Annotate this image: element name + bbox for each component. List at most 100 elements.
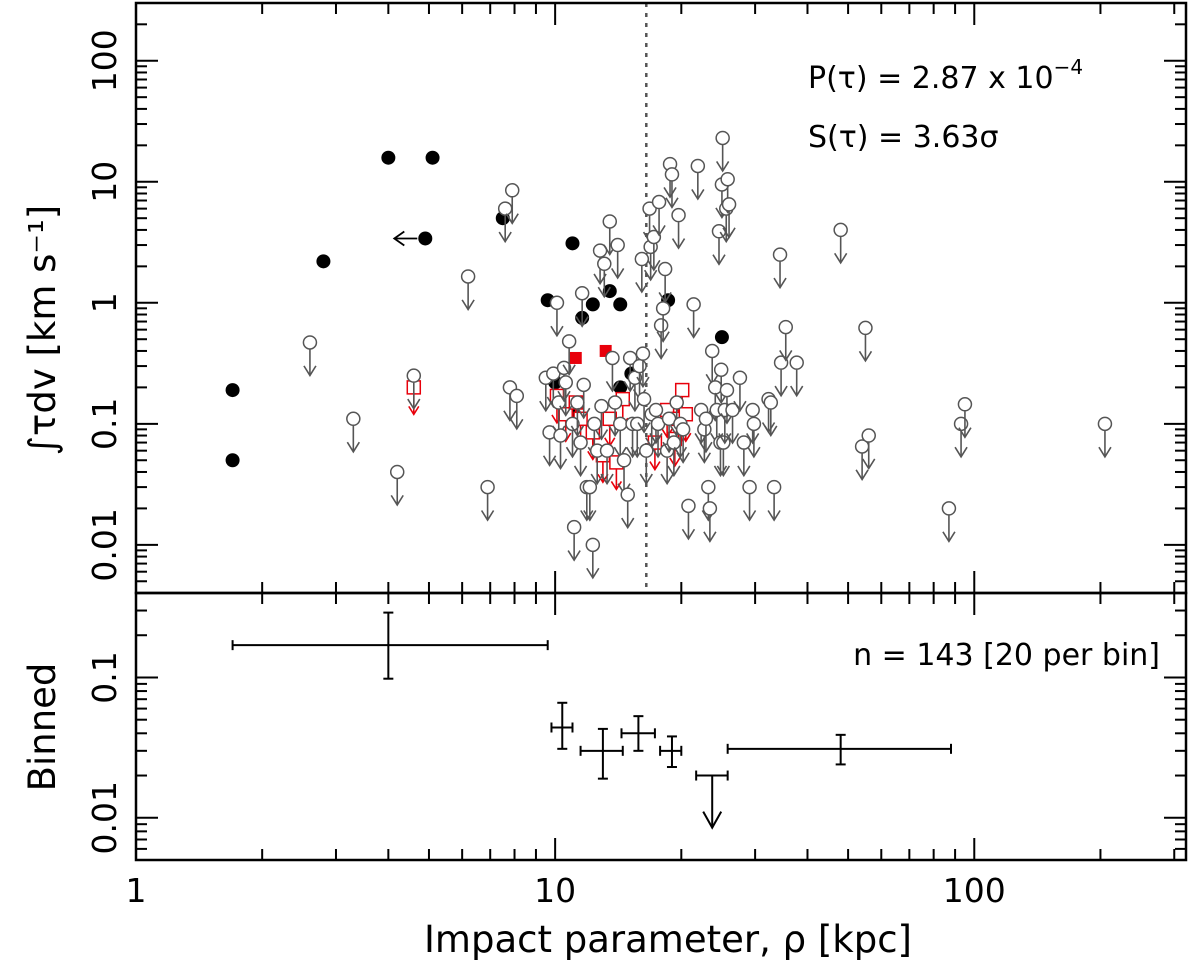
top-axes: 0.01 0.1 1 10 100 <box>85 1 1188 595</box>
plot-frame <box>134 591 1188 862</box>
upper-limit-point <box>616 452 632 495</box>
arrow-head <box>539 400 553 413</box>
arrow-head <box>676 452 690 464</box>
upper-limit-point <box>504 183 520 225</box>
open-circle-marker <box>602 214 618 229</box>
arrow-head <box>498 231 512 244</box>
x-tick-label: 10 <box>534 871 576 910</box>
arrow-head <box>702 811 723 830</box>
upper-limit-point <box>634 251 650 294</box>
arrow-head <box>1098 446 1112 459</box>
upper-limit-point <box>736 435 752 478</box>
open-circle-marker <box>639 443 654 458</box>
upper-limit-point <box>646 229 662 272</box>
upper-limit-point <box>566 519 582 562</box>
detection-point <box>585 297 600 312</box>
arrow-head <box>862 458 876 471</box>
detection-point <box>714 330 729 345</box>
upper-limit-point <box>574 285 590 328</box>
arrow-head <box>699 441 713 454</box>
arrow-head <box>671 238 686 250</box>
arrow-head <box>628 400 642 413</box>
open-circle-marker <box>772 247 788 262</box>
open-circle-marker <box>675 422 691 437</box>
arrow-head <box>703 531 717 543</box>
arrow-head <box>636 376 650 389</box>
open-circle-marker <box>607 395 623 410</box>
detection-point <box>225 453 240 468</box>
upper-limit-point <box>585 537 601 580</box>
upper-limit-point <box>773 355 789 398</box>
open-circle-marker <box>509 388 525 404</box>
open-circle-marker <box>594 398 609 414</box>
arrow-head <box>652 225 666 237</box>
arrow-head <box>573 465 588 478</box>
arrow-head <box>747 446 761 459</box>
arrow-head <box>745 433 760 445</box>
arrow-head <box>643 269 658 282</box>
arrow-head <box>742 510 757 522</box>
open-circle-marker <box>763 395 779 410</box>
upper-limit-point <box>651 194 667 237</box>
arrow-head <box>665 197 679 209</box>
upper-limit-point <box>605 350 620 393</box>
open-circle-marker <box>664 167 680 182</box>
open-circle-marker <box>766 479 782 495</box>
open-circle-marker <box>720 171 735 187</box>
upper-limit-point <box>766 479 782 522</box>
arrow-head <box>565 446 580 459</box>
arrow-head <box>686 327 701 339</box>
bottom-panel: 0.01 0.1 1 10 100 n = 143 [20 per bin] Binne… <box>21 591 1188 961</box>
arrow-head <box>663 187 677 199</box>
arrow-head <box>390 494 404 507</box>
open-circle-marker <box>634 251 650 267</box>
top-panel: 0.01 0.1 1 10 100 P(τ) = 2.87 x 10−4 S(τ) = … <box>21 1 1188 595</box>
red-detection-point <box>569 351 582 364</box>
open-circle-marker <box>702 501 718 516</box>
open-circle-marker <box>460 269 476 284</box>
open-circle-marker <box>632 358 647 374</box>
detection-point <box>565 236 580 251</box>
arrow-head <box>656 331 670 343</box>
filled-circle-marker <box>418 231 433 246</box>
open-circle-marker <box>708 380 723 395</box>
open-circle-marker <box>941 501 957 516</box>
detection-point <box>225 383 240 398</box>
open-circle-marker <box>715 130 730 146</box>
open-circle-marker <box>833 222 848 238</box>
arrow-head <box>570 425 585 438</box>
open-circle-marker <box>957 397 973 412</box>
open-circle-marker <box>681 498 696 514</box>
upper-limit-point <box>406 368 422 411</box>
upper-limit-point <box>833 222 848 265</box>
open-circle-marker <box>570 395 585 410</box>
upper-limit-point <box>561 334 577 376</box>
open-circle-marker <box>773 355 789 370</box>
upper-limit-point <box>858 320 873 363</box>
arrow-head <box>635 281 649 294</box>
upper-limit-point <box>657 261 673 304</box>
upper-limit-point <box>664 167 680 209</box>
upper-limit-point <box>558 375 573 417</box>
upper-limit-point <box>480 479 495 522</box>
binned-upper-limit <box>695 770 729 830</box>
upper-limit-point <box>732 370 748 413</box>
open-circle-marker <box>620 487 635 502</box>
open-circle-marker <box>686 297 701 312</box>
detection-point <box>381 150 396 165</box>
upper-limit-point <box>627 370 643 413</box>
arrow-head <box>610 480 623 491</box>
open-circle-marker <box>610 237 625 253</box>
open-circle-marker <box>745 402 760 418</box>
upper-limit-point <box>686 297 701 339</box>
upper-limit-point <box>582 479 598 522</box>
arrow-head <box>647 259 661 272</box>
arrow-head <box>577 407 591 420</box>
arrow-head <box>773 277 787 290</box>
open-circle-marker <box>573 435 588 450</box>
arrow-head <box>942 531 956 543</box>
upper-limit-point <box>653 318 669 360</box>
top-data-marks <box>225 130 1113 580</box>
arrow-head <box>774 385 788 398</box>
